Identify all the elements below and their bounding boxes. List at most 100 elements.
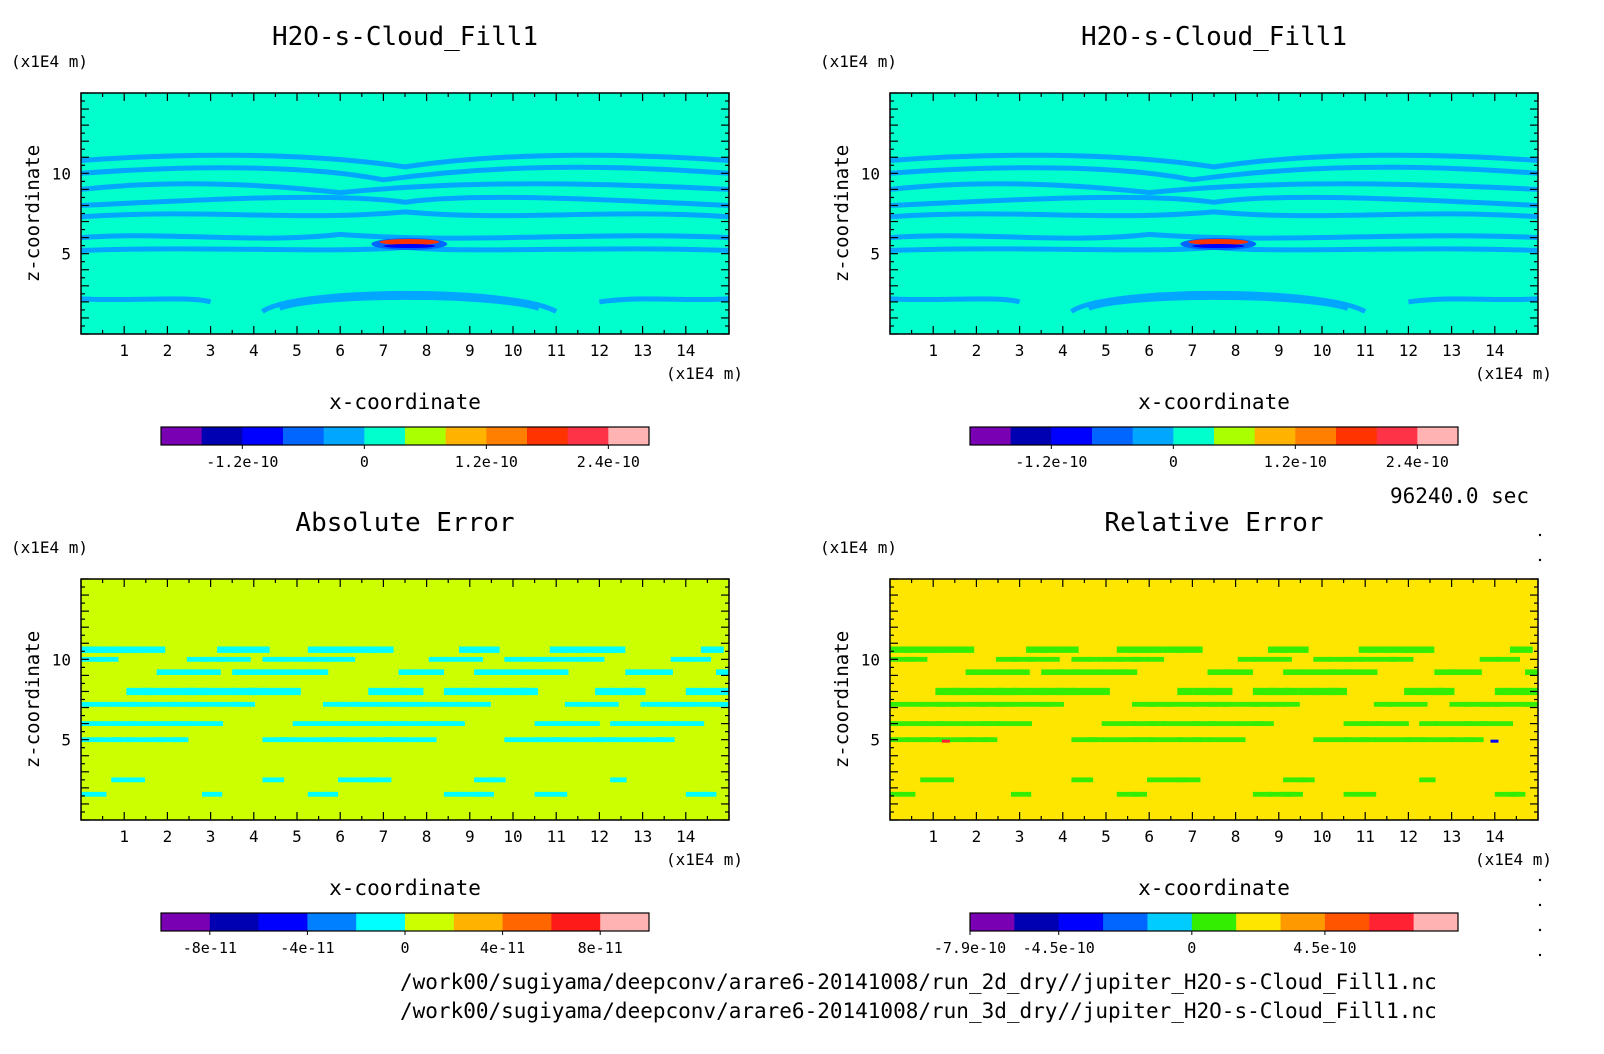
error-patch xyxy=(980,737,998,743)
file-path-1: /work00/sugiyama/deepconv/arare6-2014100… xyxy=(400,970,1437,994)
error-patch xyxy=(1237,701,1260,707)
error-patch xyxy=(398,721,415,727)
error-patch xyxy=(443,701,469,707)
error-patch xyxy=(1162,701,1179,707)
x-tick-label: 2 xyxy=(972,827,982,846)
error-patch xyxy=(685,721,705,727)
contour-line xyxy=(81,181,729,196)
error-patch xyxy=(950,721,969,727)
ticks xyxy=(889,578,1539,821)
y-tick-label: 5 xyxy=(870,245,880,264)
x-unit-label: (x1E4 m) xyxy=(1475,364,1552,383)
error-patch xyxy=(1509,646,1533,653)
error-patch xyxy=(995,721,1011,727)
error-patch xyxy=(474,791,494,797)
error-patch xyxy=(965,721,991,727)
error-patch xyxy=(171,669,192,675)
error-patch xyxy=(368,701,387,707)
error-patch xyxy=(1010,701,1028,707)
error-patch xyxy=(307,737,332,743)
contour-line xyxy=(81,152,729,170)
error-patch xyxy=(1343,737,1369,743)
colorbar: -1.2e-10 0 1.2e-10 2.4e-10 xyxy=(969,426,1459,471)
error-patch xyxy=(935,737,951,743)
error-patch xyxy=(81,656,106,662)
hotspot-core xyxy=(1188,239,1249,246)
colorbar-swatch xyxy=(1413,913,1459,931)
error-patch xyxy=(1086,737,1105,743)
error-patch xyxy=(201,701,219,707)
error-patch xyxy=(1010,687,1027,696)
error-patch xyxy=(1419,687,1445,696)
error-patch xyxy=(1222,721,1241,727)
colorbar-swatch xyxy=(242,427,284,445)
error-patch xyxy=(1343,656,1364,662)
error-patch xyxy=(307,669,329,675)
contour-line xyxy=(890,194,1538,208)
time-label: 96240.0 sec xyxy=(1390,484,1530,508)
error-patch xyxy=(610,687,636,696)
error-patch xyxy=(1313,656,1333,662)
error-patch xyxy=(1358,737,1377,743)
contour-line xyxy=(81,296,212,305)
colorbar-tick-label: 0 xyxy=(1169,453,1178,471)
file-path-2: /work00/sugiyama/deepconv/arare6-2014100… xyxy=(400,999,1437,1023)
error-patch xyxy=(1041,646,1057,653)
error-patch xyxy=(353,721,369,727)
contour-line xyxy=(890,209,1538,220)
y-axis-label: z-coordinate xyxy=(831,145,853,282)
colorbar-tick-label: -4.5e-10 xyxy=(1023,939,1095,957)
colorbar-swatch xyxy=(567,427,609,445)
colorbar-swatch xyxy=(161,913,211,931)
error-patch xyxy=(670,701,692,707)
error-patch xyxy=(383,687,406,696)
error-patch xyxy=(368,646,394,653)
error-patch xyxy=(965,669,981,675)
x-tick-label: 9 xyxy=(465,341,475,360)
error-patch xyxy=(277,687,301,696)
error-patch xyxy=(1026,656,1042,662)
error-patch xyxy=(625,721,641,727)
contour-line xyxy=(1408,296,1538,305)
x-tick-label: 4 xyxy=(249,827,259,846)
error-patch xyxy=(186,669,213,675)
contour-line xyxy=(890,181,1538,196)
error-patch xyxy=(292,669,319,675)
error-patch xyxy=(1237,721,1264,727)
error-patch xyxy=(1071,669,1088,675)
x-tick-label: 4 xyxy=(1058,827,1068,846)
error-patch xyxy=(459,646,479,653)
colorbar-swatch xyxy=(258,913,308,931)
error-patch xyxy=(443,656,460,662)
error-patch xyxy=(232,646,248,653)
error-patch xyxy=(126,777,146,783)
colorbar-swatch xyxy=(502,913,552,931)
error-patch xyxy=(1494,656,1521,662)
error-patch xyxy=(247,669,272,675)
colorbar-swatch xyxy=(1254,427,1296,445)
error-patch xyxy=(610,646,626,653)
error-patch xyxy=(1192,721,1217,727)
x-tick-label: 4 xyxy=(249,341,259,360)
error-patch xyxy=(1071,656,1092,662)
error-patch xyxy=(980,669,1001,675)
colorbar-swatch xyxy=(1103,913,1148,931)
error-patch xyxy=(655,669,673,675)
error-patch xyxy=(549,656,566,662)
error-patch xyxy=(1283,669,1302,675)
error-patch xyxy=(1268,656,1292,662)
error-patch xyxy=(443,687,469,696)
error-patch xyxy=(1358,656,1375,662)
error-patch xyxy=(980,721,1003,727)
error-patch xyxy=(716,701,729,707)
y-tick-label: 5 xyxy=(870,731,880,750)
colorbar-swatch xyxy=(1236,913,1282,931)
contour-line xyxy=(81,209,729,220)
error-patch xyxy=(685,687,703,696)
error-patch xyxy=(549,791,568,797)
error-patch xyxy=(383,737,403,743)
error-patch xyxy=(201,687,218,696)
colorbar-swatch xyxy=(356,913,406,931)
error-patch xyxy=(307,656,333,662)
